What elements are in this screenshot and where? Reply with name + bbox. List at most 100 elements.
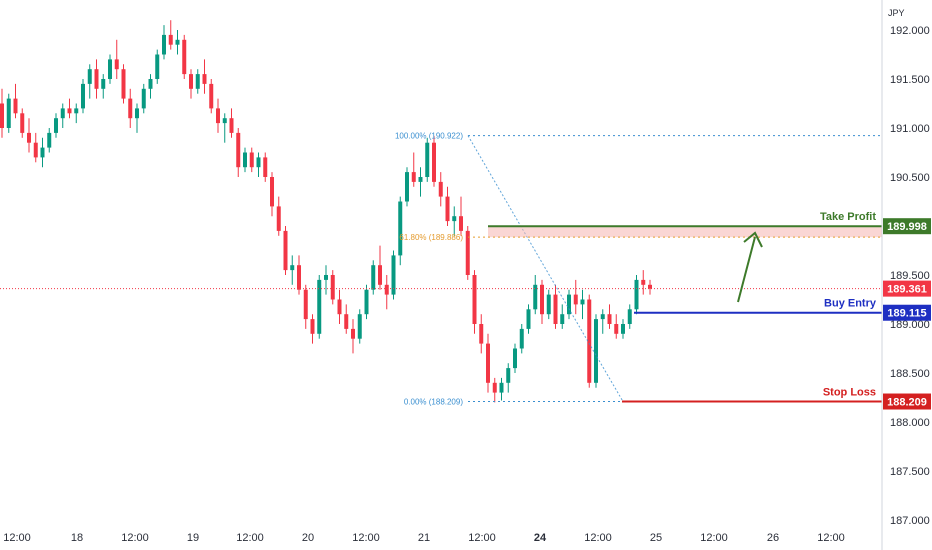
candle-body [627, 309, 632, 324]
candle [148, 74, 153, 99]
candle-body [236, 132, 241, 168]
candle-body [60, 108, 65, 119]
candle-body [540, 284, 544, 315]
candle-body [364, 289, 369, 315]
candle [614, 314, 619, 339]
y-tick-label: 190.500 [890, 172, 930, 184]
candle-body [270, 177, 274, 207]
candle-body [202, 74, 207, 84]
candle [249, 147, 254, 173]
candle [128, 88, 133, 128]
candle [432, 135, 436, 187]
y-tick-label: 187.500 [890, 466, 930, 478]
candle-body [519, 328, 524, 349]
x-tick-label: 12:00 [700, 532, 728, 544]
candle-body [344, 314, 349, 329]
candle-body [594, 319, 598, 383]
candle [182, 34, 187, 79]
candle [202, 59, 207, 94]
candle-body [553, 294, 558, 324]
candle-body [486, 343, 490, 383]
candle-body [263, 157, 268, 177]
candle-body [47, 132, 52, 148]
candle-body [74, 108, 79, 114]
candle [533, 275, 538, 315]
candle-body [27, 132, 31, 143]
candle [506, 363, 511, 393]
current-price-badge [883, 280, 931, 297]
candle-body [303, 289, 308, 320]
currency-label: JPY [888, 8, 905, 18]
candle-body [128, 98, 133, 119]
y-tick-label: 188.500 [890, 368, 930, 380]
candle [411, 152, 416, 187]
candle [418, 167, 423, 197]
candle [114, 39, 119, 79]
candle-body [20, 113, 25, 133]
candle [290, 255, 295, 285]
fib-trendline [467, 135, 624, 402]
x-tick-label: 12:00 [584, 532, 612, 544]
candle [74, 103, 79, 124]
candle-body [121, 69, 126, 99]
candle [330, 270, 335, 305]
candle [81, 79, 85, 114]
candle-body [580, 299, 585, 305]
candle-body [195, 74, 200, 89]
candle-body [243, 152, 247, 168]
candle [519, 324, 524, 354]
x-tick-label: 20 [302, 532, 314, 544]
x-tick-label: 21 [418, 532, 430, 544]
candle-body [432, 142, 436, 182]
candle-body [81, 83, 85, 109]
level-name: Buy Entry [824, 298, 877, 310]
candle [553, 284, 558, 329]
x-tick-label: 12:00 [352, 532, 380, 544]
candle-body [33, 142, 38, 158]
candle [445, 186, 450, 226]
y-tick-label: 189.500 [890, 270, 930, 282]
y-tick-label: 189.000 [890, 319, 930, 331]
current-price-badge-label: 189.361 [887, 284, 927, 296]
fib-level-label: 61.80% (189.886) [399, 233, 463, 242]
candle [195, 69, 200, 94]
candle [371, 260, 376, 295]
candle [425, 137, 430, 182]
candle-body [560, 314, 565, 324]
candle-body [513, 348, 517, 369]
candle [270, 172, 274, 217]
candle [438, 172, 443, 207]
candle-body [445, 196, 450, 222]
candle-body [607, 314, 612, 324]
candle-body [418, 177, 423, 182]
candle-body [168, 34, 173, 45]
candle [276, 196, 281, 236]
candle-body [384, 284, 389, 295]
candle-body [526, 309, 531, 329]
x-tick-label: 12:00 [468, 532, 496, 544]
candle [155, 49, 160, 84]
candle-body [405, 172, 409, 202]
y-tick-label: 187.000 [890, 515, 930, 527]
candle-body [438, 181, 443, 197]
candle [344, 304, 349, 334]
candle-body [614, 324, 619, 334]
candle [364, 284, 369, 320]
candle [486, 333, 490, 393]
candle-body [162, 34, 166, 55]
candle-body [209, 83, 214, 109]
candle [384, 275, 389, 310]
candle [351, 319, 355, 354]
candle [607, 304, 612, 329]
candle [540, 279, 544, 324]
candle-body [0, 103, 4, 128]
candle [60, 103, 65, 128]
candle-body [351, 328, 355, 339]
candle-body [13, 98, 18, 114]
candle [405, 167, 409, 207]
x-tick-label: 18 [71, 532, 83, 544]
candle [499, 377, 504, 401]
candle [141, 83, 146, 114]
candle-body [317, 279, 322, 334]
